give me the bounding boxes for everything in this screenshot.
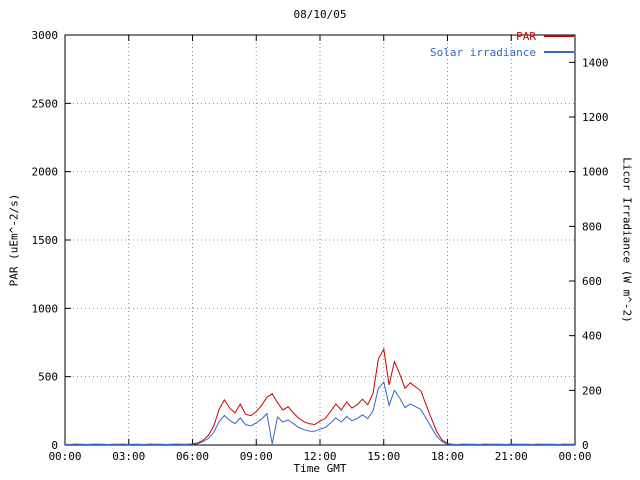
x-tick-label: 09:00 [240,450,273,463]
x-tick-label: 21:00 [495,450,528,463]
x-tick-label: 00:00 [558,450,591,463]
legend: PAR Solar irradiance [430,28,574,60]
right-tick-label: 1200 [582,111,609,124]
x-tick-label: 03:00 [112,450,145,463]
right-tick-label: 200 [582,384,602,397]
chart-title: 08/10/05 [293,8,347,21]
left-tick-label: 2000 [32,166,59,179]
left-tick-label: 0 [51,439,58,452]
legend-item-solar: Solar irradiance [430,44,574,60]
right-tick-label: 400 [582,330,602,343]
x-tick-label: 06:00 [176,450,209,463]
x-axis-label: Time GMT [293,462,347,475]
left-tick-label: 3000 [32,29,59,42]
x-tick-label: 00:00 [48,450,81,463]
right-tick-label: 600 [582,275,602,288]
left-tick-label: 2500 [32,97,59,110]
legend-par-line [544,35,574,37]
legend-solar-label: Solar irradiance [430,45,536,59]
legend-par-label: PAR [516,29,536,43]
x-tick-label: 18:00 [431,450,464,463]
left-axis-label: PAR (uEm^-2/s) [7,193,21,287]
x-tick-label: 15:00 [367,450,400,463]
legend-item-par: PAR [430,28,574,44]
left-tick-label: 500 [38,371,58,384]
x-tick-label: 12:00 [303,450,336,463]
right-tick-label: 1400 [582,56,609,69]
legend-solar-line [544,51,574,53]
left-tick-label: 1500 [32,234,59,247]
left-tick-label: 1000 [32,302,59,315]
right-tick-label: 800 [582,220,602,233]
right-axis-label: Licor Irradiance (W m^-2) [620,157,634,323]
series-line-solar-irradiance [65,381,575,445]
right-tick-label: 1000 [582,166,609,179]
right-tick-label: 0 [582,439,589,452]
